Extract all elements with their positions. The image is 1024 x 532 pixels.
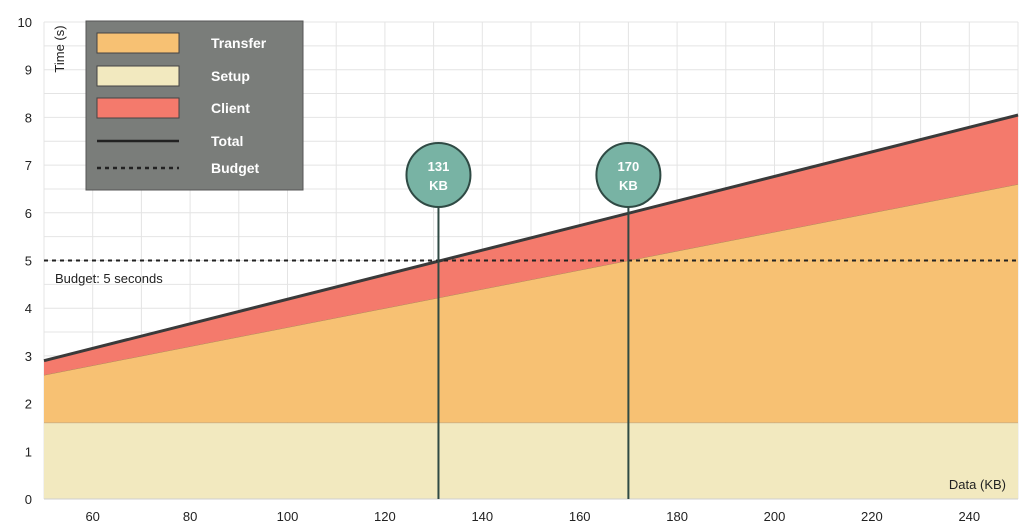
legend-label-client: Client bbox=[211, 100, 250, 116]
x-tick-label: 80 bbox=[183, 509, 197, 524]
legend-label-transfer: Transfer bbox=[211, 35, 267, 51]
stacked-areas bbox=[43, 114, 1019, 499]
x-tick-label: 180 bbox=[666, 509, 688, 524]
legend-label-total: Total bbox=[211, 133, 243, 149]
legend-label-budget: Budget bbox=[211, 160, 260, 176]
budget-annotation: Budget: 5 seconds bbox=[55, 271, 163, 286]
y-tick-label: 8 bbox=[25, 110, 32, 125]
y-tick-label: 1 bbox=[25, 444, 32, 459]
lines bbox=[43, 113, 1019, 363]
y-axis-title: Time (s) bbox=[52, 25, 67, 72]
y-tick-label: 4 bbox=[25, 301, 32, 316]
marker-unit-label: KB bbox=[619, 178, 638, 193]
y-tick-label: 7 bbox=[25, 158, 32, 173]
marker-value-label: 131 bbox=[428, 159, 450, 174]
legend-swatch-client bbox=[96, 97, 180, 119]
legend-label-setup: Setup bbox=[211, 68, 250, 84]
legend: Transfer Setup Client Total Budget bbox=[85, 20, 304, 191]
marker-value-label: 170 bbox=[618, 159, 640, 174]
axes: 60 80 100 120 140 160 180 200 220 240 0 1 2 3 4 5 6 7 8 9 10 bbox=[18, 15, 1018, 524]
y-tick-label: 5 bbox=[25, 254, 32, 269]
y-tick-label: 0 bbox=[25, 492, 32, 507]
marker-circle bbox=[405, 142, 472, 208]
x-tick-label: 120 bbox=[374, 509, 396, 524]
legend-swatch-transfer bbox=[96, 32, 180, 54]
area-client bbox=[44, 115, 1018, 375]
marker-unit-label: KB bbox=[429, 178, 448, 193]
y-tick-label: 9 bbox=[25, 63, 32, 78]
y-tick-label: 2 bbox=[25, 397, 32, 412]
x-tick-label: 160 bbox=[569, 509, 591, 524]
legend-swatch-setup bbox=[96, 65, 180, 87]
markers: 131 KB 170 KB bbox=[405, 142, 662, 499]
marker-circle bbox=[595, 142, 662, 208]
x-tick-label: 100 bbox=[277, 509, 299, 524]
x-axis-title: Data (KB) bbox=[949, 477, 1006, 492]
y-tick-label: 6 bbox=[25, 206, 32, 221]
total-line bbox=[43, 113, 1019, 363]
x-tick-label: 140 bbox=[471, 509, 493, 524]
y-tick-label: 3 bbox=[25, 349, 32, 364]
area-setup bbox=[44, 422, 1018, 499]
area-transfer bbox=[44, 184, 1018, 423]
x-tick-label: 220 bbox=[861, 509, 883, 524]
x-tick-label: 240 bbox=[958, 509, 980, 524]
x-tick-label: 200 bbox=[764, 509, 786, 524]
x-tick-label: 60 bbox=[85, 509, 99, 524]
y-tick-label: 10 bbox=[18, 15, 32, 30]
